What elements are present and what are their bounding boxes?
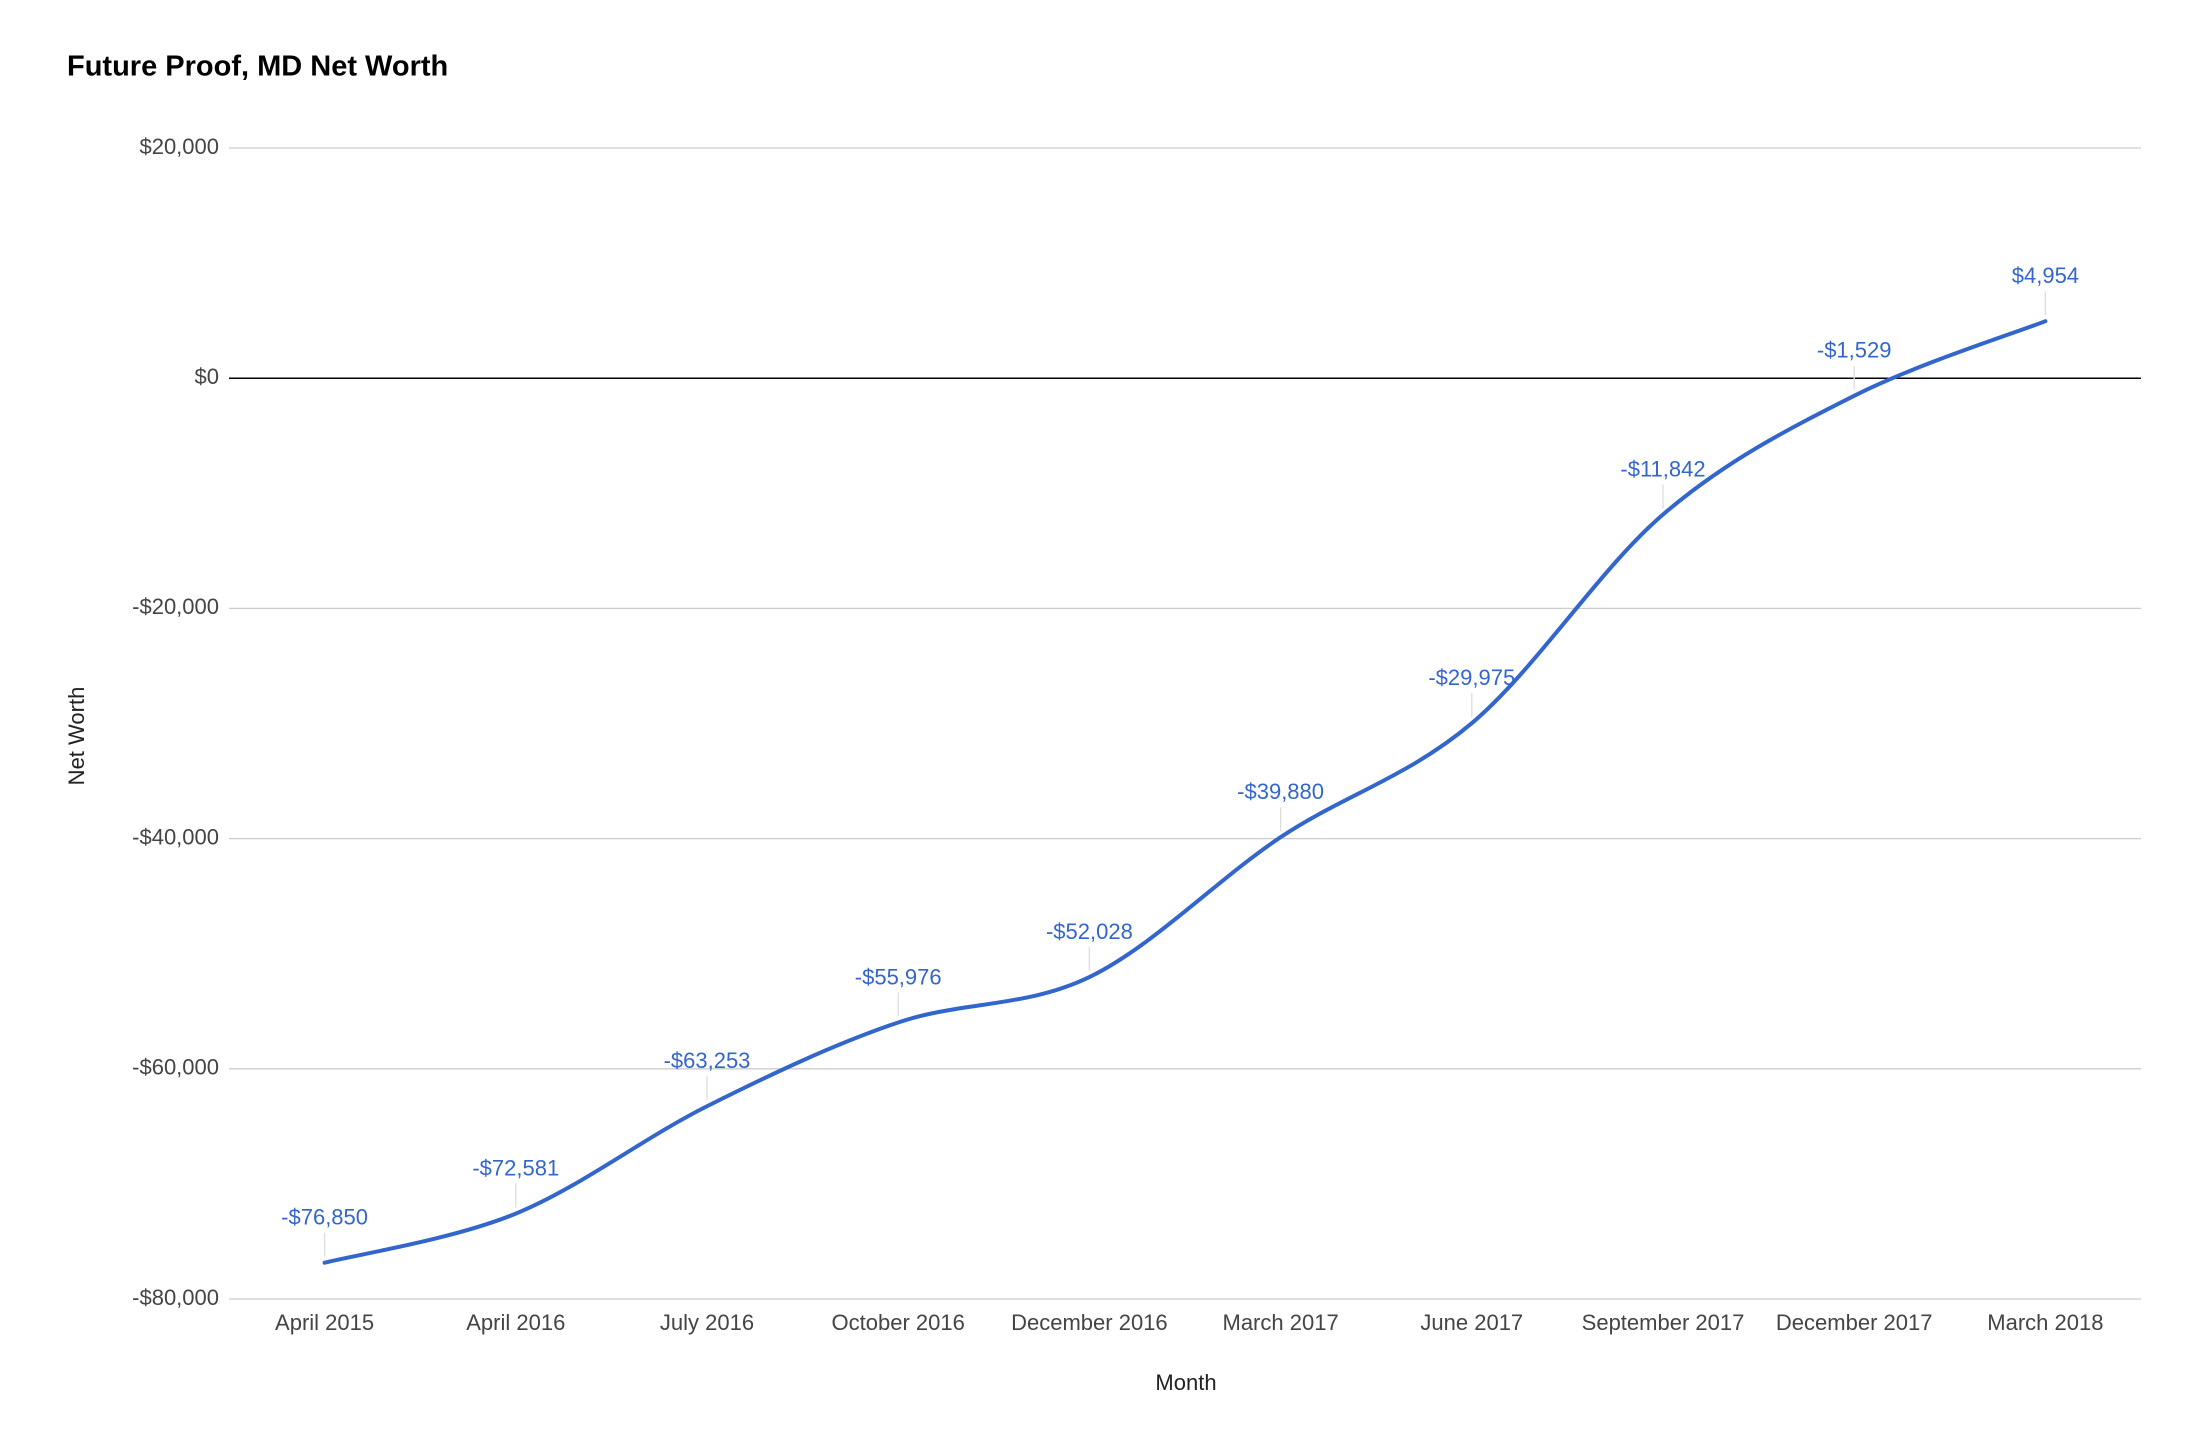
x-tick-label: December 2016	[1011, 1310, 1168, 1335]
x-tick-label: October 2016	[832, 1310, 965, 1335]
y-tick-label: $0	[195, 364, 219, 389]
x-tick-label: December 2017	[1776, 1310, 1933, 1335]
data-label: -$29,975	[1428, 665, 1515, 690]
x-tick-label: March 2017	[1223, 1310, 1339, 1335]
data-label: -$52,028	[1046, 919, 1133, 944]
y-tick-label: -$60,000	[132, 1055, 219, 1080]
y-tick-label: -$80,000	[132, 1285, 219, 1310]
x-axis-title: Month	[1155, 1370, 1216, 1395]
x-tick-label: April 2015	[275, 1310, 374, 1335]
data-label: -$55,976	[855, 964, 942, 989]
line-series	[322, 319, 2048, 1265]
data-label: -$11,842	[1620, 456, 1705, 481]
x-tick-label: September 2017	[1582, 1310, 1745, 1335]
data-label: $4,954	[2012, 263, 2079, 288]
y-tick-label: $20,000	[139, 134, 219, 159]
x-tick-label: July 2016	[660, 1310, 754, 1335]
data-label: -$72,581	[472, 1155, 559, 1180]
data-label: -$39,880	[1237, 779, 1324, 804]
x-tick-label: March 2018	[1987, 1310, 2103, 1335]
y-axis-title: Net Worth	[64, 687, 89, 786]
data-label: -$1,529	[1817, 338, 1892, 363]
y-tick-label: -$20,000	[132, 594, 219, 619]
chart-title: Future Proof, MD Net Worth	[67, 51, 448, 83]
data-label: -$76,850	[281, 1205, 368, 1230]
x-tick-label: April 2016	[466, 1310, 565, 1335]
y-tick-label: -$40,000	[132, 824, 219, 849]
data-label: -$63,253	[664, 1048, 751, 1073]
x-tick-label: June 2017	[1420, 1310, 1523, 1335]
